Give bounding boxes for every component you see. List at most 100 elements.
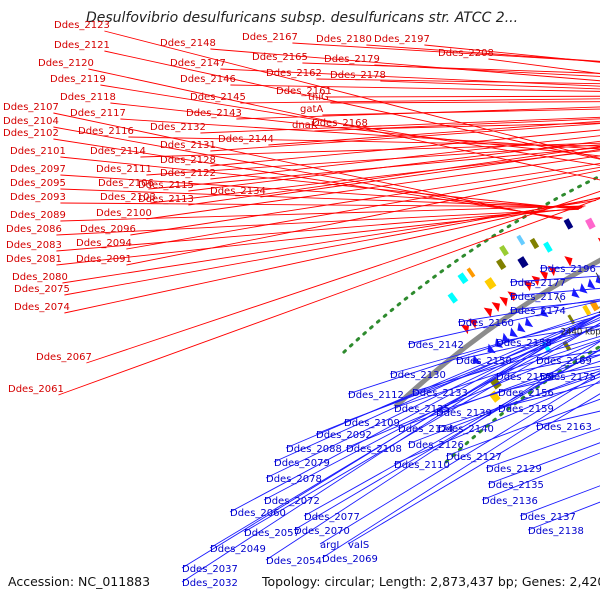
reverse-gene-label[interactable]: Ddes_2133 xyxy=(412,388,468,399)
forward-gene-label[interactable]: Ddes_2093 xyxy=(10,192,66,203)
forward-gene-label[interactable]: Ddes_2146 xyxy=(180,74,236,85)
reverse-gene-label[interactable]: Ddes_2072 xyxy=(264,496,320,507)
reverse-gene-label[interactable]: Ddes_2177 xyxy=(510,278,566,289)
forward-gene-label[interactable]: Ddes_2165 xyxy=(252,52,308,63)
forward-gene-label[interactable]: Ddes_2148 xyxy=(160,38,216,49)
reverse-gene-label[interactable]: Ddes_2037 xyxy=(182,564,238,575)
forward-gene-label[interactable]: Ddes_2103 xyxy=(100,192,156,203)
forward-gene-label[interactable]: Ddes_2128 xyxy=(160,155,216,166)
forward-gene-label[interactable]: Ddes_2132 xyxy=(150,122,206,133)
reverse-gene-label[interactable]: Ddes_2125 xyxy=(394,404,450,415)
reverse-gene-label[interactable]: Ddes_2088 xyxy=(286,444,342,455)
reverse-gene-label[interactable]: Ddes_2124 xyxy=(398,424,454,435)
reverse-gene-label[interactable]: Ddes_2060 xyxy=(230,508,286,519)
forward-gene-label[interactable]: Ddes_2080 xyxy=(12,272,68,283)
reverse-gene-label[interactable]: Ddes_2140 xyxy=(438,424,494,435)
forward-gene-label[interactable]: Ddes_2094 xyxy=(76,238,132,249)
reverse-gene-label[interactable]: valS xyxy=(348,540,369,551)
forward-gene-label[interactable]: Ddes_2083 xyxy=(6,240,62,251)
forward-gene-label[interactable]: Ddes_2091 xyxy=(76,254,132,265)
forward-gene-label[interactable]: Ddes_2111 xyxy=(96,164,152,175)
forward-gene-label[interactable]: Ddes_2145 xyxy=(190,92,246,103)
forward-gene-label[interactable]: Ddes_2075 xyxy=(14,284,70,295)
reverse-gene-label[interactable]: Ddes_2108 xyxy=(346,444,402,455)
reverse-gene-label[interactable]: Ddes_2137 xyxy=(520,512,576,523)
reverse-gene-label[interactable]: Ddes_2139 xyxy=(436,408,492,419)
forward-gene-label[interactable]: Ddes_2086 xyxy=(6,224,62,235)
forward-gene-label[interactable]: Ddes_2114 xyxy=(90,146,146,157)
reverse-gene-label[interactable]: Ddes_2130 xyxy=(390,370,446,381)
reverse-gene-label[interactable]: Ddes_2092 xyxy=(316,430,372,441)
reverse-gene-label[interactable]: Ddes_2069 xyxy=(322,554,378,565)
forward-gene-label[interactable]: thiG xyxy=(308,92,329,103)
reverse-gene-label[interactable]: Ddes_2127 xyxy=(446,452,502,463)
forward-gene-label[interactable]: Ddes_2100 xyxy=(96,208,152,219)
forward-gene-label[interactable]: Ddes_2161 xyxy=(276,86,332,97)
forward-gene-label[interactable]: dnaK xyxy=(292,120,318,131)
forward-gene-label[interactable]: Ddes_2117 xyxy=(70,108,126,119)
reverse-gene-label[interactable]: Ddes_2196 xyxy=(540,264,596,275)
reverse-gene-label[interactable]: Ddes_2169 xyxy=(536,356,592,367)
reverse-gene-label[interactable]: Ddes_2057 xyxy=(244,528,300,539)
reverse-gene-label[interactable]: Ddes_2150 xyxy=(456,356,512,367)
forward-gene-label[interactable]: Ddes_2143 xyxy=(186,108,242,119)
forward-gene-label[interactable]: Ddes_2162 xyxy=(266,68,322,79)
reverse-gene-label[interactable]: Ddes_2112 xyxy=(348,390,404,401)
reverse-gene-label[interactable]: Ddes_2142 xyxy=(408,340,464,351)
forward-gene-label[interactable]: Ddes_2120 xyxy=(38,58,94,69)
forward-gene-label[interactable]: Ddes_2167 xyxy=(242,32,298,43)
reverse-gene-label[interactable]: argI xyxy=(320,540,339,551)
forward-gene-label[interactable]: Ddes_2115 xyxy=(138,180,194,191)
reverse-gene-label[interactable]: Ddes_2155 xyxy=(496,372,552,383)
reverse-gene-label[interactable]: Ddes_2159 xyxy=(498,404,554,415)
reverse-gene-label[interactable]: Ddes_2175 xyxy=(540,372,596,383)
forward-gene-label[interactable]: Ddes_2067 xyxy=(36,352,92,363)
forward-gene-label[interactable]: Ddes_2197 xyxy=(374,34,430,45)
forward-gene-label[interactable]: Ddes_2113 xyxy=(138,194,194,205)
reverse-gene-label[interactable]: Ddes_2176 xyxy=(510,292,566,303)
reverse-gene-label[interactable]: Ddes_2135 xyxy=(488,480,544,491)
forward-gene-label[interactable]: Ddes_2106 xyxy=(98,178,154,189)
reverse-gene-label[interactable]: Ddes_2156 xyxy=(498,388,554,399)
reverse-gene-label[interactable]: Ddes_2054 xyxy=(266,556,322,567)
forward-gene-label[interactable]: Ddes_2101 xyxy=(10,146,66,157)
reverse-gene-label[interactable]: Ddes_2079 xyxy=(274,458,330,469)
reverse-gene-label[interactable]: Ddes_2049 xyxy=(210,544,266,555)
forward-gene-label[interactable]: Ddes_2081 xyxy=(6,254,62,265)
forward-gene-label[interactable]: Ddes_2095 xyxy=(10,178,66,189)
reverse-gene-label[interactable]: Ddes_2032 xyxy=(182,578,238,589)
forward-gene-label[interactable]: Ddes_2119 xyxy=(50,74,106,85)
forward-gene-label[interactable]: Ddes_2096 xyxy=(80,224,136,235)
reverse-gene-label[interactable]: Ddes_2158 xyxy=(496,338,552,349)
reverse-gene-label[interactable]: Ddes_2163 xyxy=(536,422,592,433)
reverse-gene-label[interactable]: Ddes_2070 xyxy=(294,526,350,537)
forward-gene-label[interactable]: Ddes_2074 xyxy=(14,302,70,313)
forward-gene-label[interactable]: Ddes_2179 xyxy=(324,54,380,65)
reverse-gene-label[interactable]: Ddes_2138 xyxy=(528,526,584,537)
forward-gene-label[interactable]: Ddes_2131 xyxy=(160,140,216,151)
forward-gene-label[interactable]: Ddes_2178 xyxy=(330,70,386,81)
forward-gene-label[interactable]: Ddes_2122 xyxy=(160,168,216,179)
reverse-gene-label[interactable]: Ddes_2077 xyxy=(304,512,360,523)
forward-gene-label[interactable]: Ddes_2118 xyxy=(60,92,116,103)
reverse-gene-label[interactable]: Ddes_2109 xyxy=(344,418,400,429)
forward-gene-label[interactable]: Ddes_2121 xyxy=(54,40,110,51)
forward-gene-label[interactable]: Ddes_2097 xyxy=(10,164,66,175)
reverse-gene-label[interactable]: Ddes_2126 xyxy=(408,440,464,451)
forward-gene-label[interactable]: Ddes_2123 xyxy=(54,20,110,31)
forward-gene-label[interactable]: Ddes_2168 xyxy=(312,118,368,129)
reverse-gene-label[interactable]: Ddes_2110 xyxy=(394,460,450,471)
gene-labels[interactable]: Ddes_2123 Ddes_2121 Ddes_2120 Ddes_2119 Ddes… xyxy=(3,20,596,589)
reverse-gene-label[interactable]: Ddes_2160 xyxy=(458,318,514,329)
reverse-gene-label[interactable]: Ddes_2136 xyxy=(482,496,538,507)
forward-gene-label[interactable]: Ddes_2147 xyxy=(170,58,226,69)
forward-gene-label[interactable]: Ddes_2144 xyxy=(218,134,274,145)
reverse-gene-label[interactable]: Ddes_2174 xyxy=(510,306,566,317)
forward-gene-label[interactable]: Ddes_2061 xyxy=(8,384,64,395)
forward-gene-label[interactable]: Ddes_2107 xyxy=(3,102,59,113)
forward-gene-label[interactable]: Ddes_2104 xyxy=(3,116,59,127)
forward-gene-label[interactable]: Ddes_2116 xyxy=(78,126,134,137)
forward-gene-label[interactable]: Ddes_2180 xyxy=(316,34,372,45)
forward-gene-label[interactable]: Ddes_2208 xyxy=(438,48,494,59)
forward-gene-label[interactable]: gatA xyxy=(300,104,323,115)
